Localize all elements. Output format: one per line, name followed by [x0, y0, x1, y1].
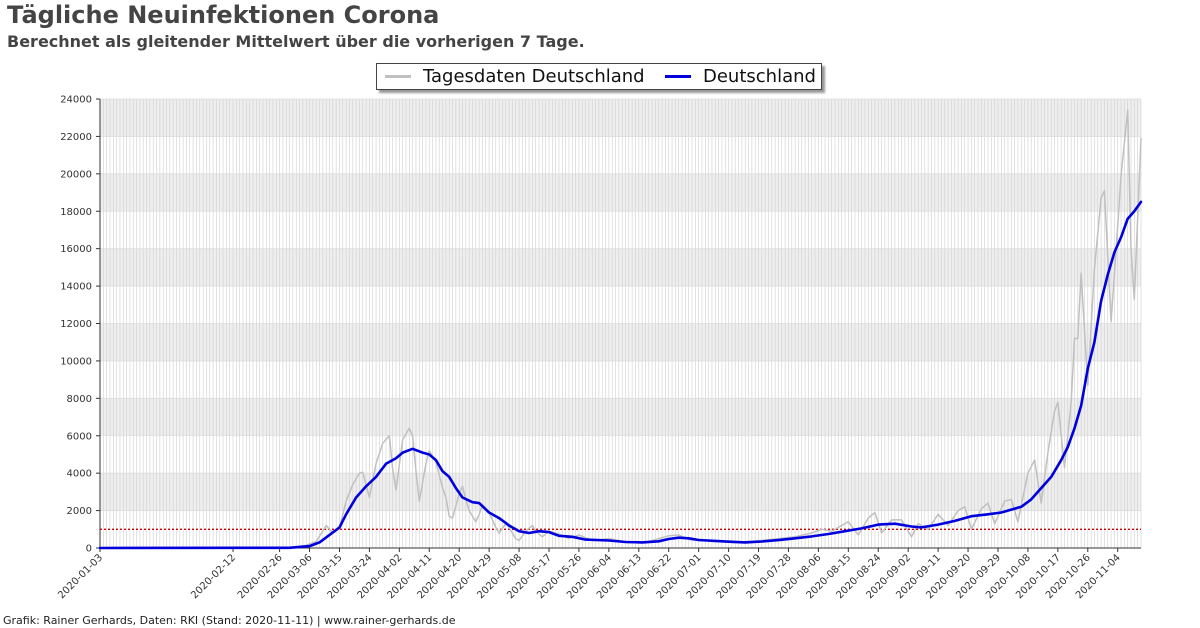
- legend-label-average: Deutschland: [703, 66, 816, 87]
- grid-band: [100, 398, 1141, 436]
- legend-item-daily: Tagesdaten Deutschland: [385, 66, 645, 87]
- x-tick-label: 2020-02-12: [189, 552, 238, 601]
- chart-title: Tägliche Neuinfektionen Corona: [7, 1, 440, 29]
- legend-label-daily: Tagesdaten Deutschland: [423, 66, 645, 87]
- y-tick-label: 2000: [67, 506, 92, 517]
- y-tick-label: 8000: [67, 394, 92, 405]
- y-tick-label: 10000: [60, 356, 92, 367]
- grid-band: [100, 248, 1141, 287]
- legend-item-average: Deutschland: [665, 66, 816, 87]
- y-tick-label: 4000: [67, 469, 92, 480]
- chart-subtitle: Berechnet als gleitender Mittelwert über…: [7, 32, 585, 51]
- y-tick-label: 6000: [67, 431, 92, 442]
- series-line-average: [98, 200, 1143, 550]
- y-tick-label: 18000: [60, 207, 92, 218]
- grid-band: [100, 323, 1141, 361]
- y-tick-label: 14000: [60, 282, 92, 293]
- y-tick-label: 12000: [60, 319, 92, 330]
- chart-credit: Grafik: Rainer Gerhards, Daten: RKI (Sta…: [3, 614, 456, 627]
- series-line-daily: [99, 109, 1142, 549]
- y-tick-label: 24000: [60, 95, 92, 106]
- chart-legend: Tagesdaten Deutschland Deutschland: [376, 63, 822, 90]
- grid-band: [100, 99, 1141, 137]
- legend-swatch-average: [665, 75, 691, 78]
- grid-band: [100, 173, 1141, 212]
- y-tick-label: 22000: [60, 132, 92, 143]
- x-tick-label: 2020-01-03: [56, 552, 105, 601]
- y-tick-label: 20000: [60, 169, 92, 180]
- legend-swatch-daily: [385, 75, 411, 78]
- y-tick-label: 0: [86, 544, 92, 555]
- y-tick-label: 16000: [60, 244, 92, 255]
- grid-band: [100, 473, 1141, 511]
